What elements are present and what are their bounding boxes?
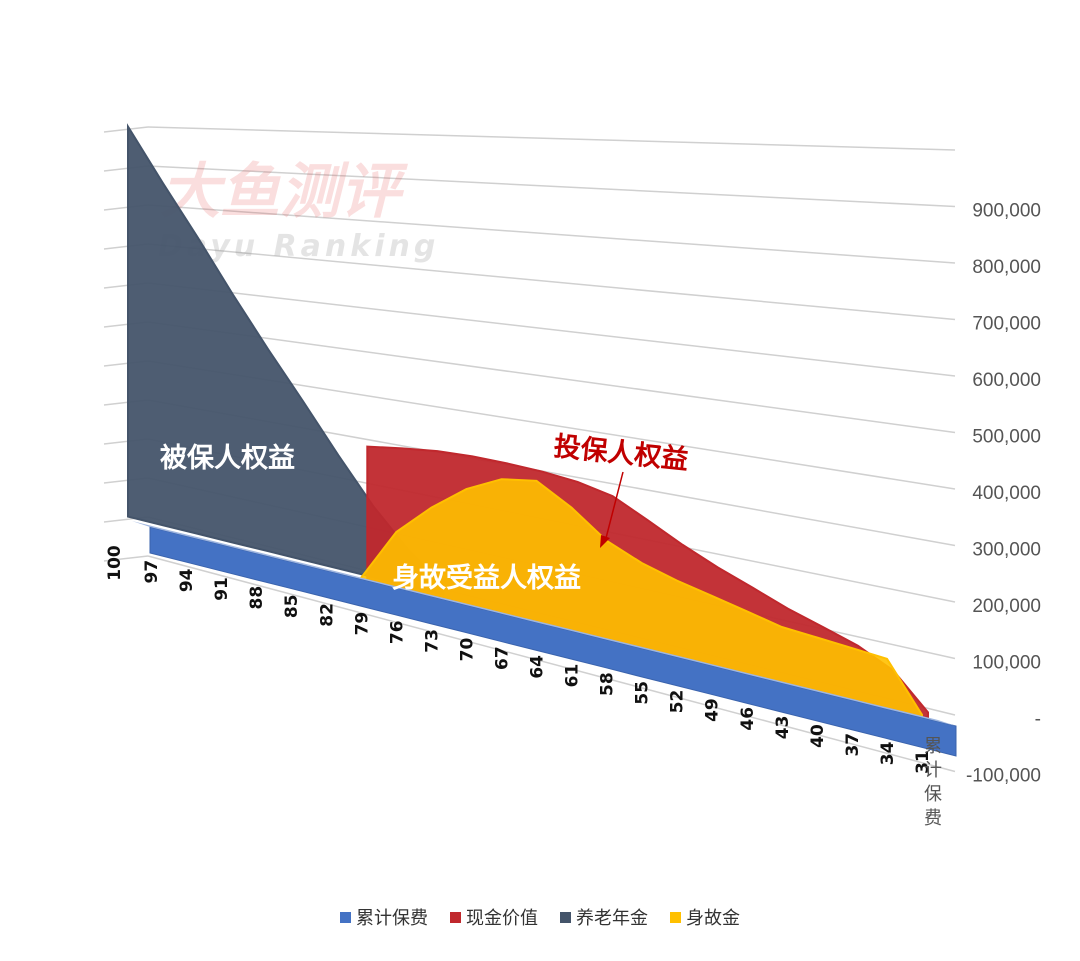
annotation-arrow-head [600, 535, 610, 548]
x-tick-label: 97 [142, 560, 162, 584]
legend-item: 现金价值 [450, 904, 538, 930]
y-tick-label: 200,000 [972, 596, 1041, 617]
x-axis-labels: 100 97 94 91 88 85 82 79 76 73 70 67 64 61 58 55 52 49 46 4… [105, 545, 933, 774]
gridline [103, 126, 149, 133]
legend-item: 养老年金 [560, 904, 648, 930]
y-tick-label: 800,000 [972, 257, 1041, 278]
y-tick-label: - [1035, 709, 1041, 730]
gridline [147, 165, 956, 208]
legend-item: 身故金 [670, 904, 740, 930]
y-tick-label: 100,000 [972, 653, 1041, 674]
depth-axis-label: 累计保费 [924, 736, 942, 829]
depth-axis-label-char: 保 [924, 784, 942, 805]
x-tick-label: 67 [492, 646, 512, 670]
x-tick-label: 70 [457, 638, 477, 662]
x-tick-label: 52 [668, 690, 688, 714]
x-tick-label: 73 [422, 629, 442, 653]
y-tick-label: 500,000 [972, 427, 1041, 448]
x-tick-label: 40 [808, 724, 828, 748]
y-tick-label: -100,000 [966, 766, 1041, 787]
depth-axis-label-char: 费 [924, 808, 942, 829]
depth-axis-label-char: 计 [924, 760, 942, 781]
legend-swatch [560, 911, 571, 923]
x-tick-label: 79 [352, 612, 372, 636]
gridline [147, 204, 956, 264]
x-tick-label: 76 [387, 620, 407, 644]
x-tick-label: 94 [177, 568, 197, 592]
annotation-insured: 被保人权益 [160, 443, 295, 474]
legend-label: 现金价值 [466, 908, 538, 929]
y-tick-label: 900,000 [972, 201, 1041, 222]
x-tick-label: 91 [212, 577, 232, 601]
gridline [147, 555, 956, 773]
gridline [147, 243, 956, 321]
x-tick-label: 31 [913, 750, 933, 774]
depth-axis-label-char: 累 [924, 736, 942, 757]
gridline [103, 555, 149, 562]
legend-label: 身故金 [686, 908, 740, 929]
x-tick-label: 49 [703, 698, 723, 722]
cumulative-premium-floor [132, 521, 957, 757]
legend-item: 累计保费 [340, 904, 428, 930]
x-tick-label: 46 [738, 707, 758, 731]
x-tick-label: 61 [563, 664, 583, 688]
series-areas [127, 123, 929, 722]
legend-swatch [450, 911, 461, 923]
legend-label: 累计保费 [356, 908, 428, 929]
legend: 累计保费 现金价值 养老年金 身故金 [0, 904, 1080, 930]
x-tick-label: 82 [317, 603, 337, 627]
annotation-arrow-line [604, 471, 624, 543]
legend-swatch [340, 911, 351, 923]
y-axis-labels: 900,000 800,000 700,000 600,000 500,000 400,0… [966, 201, 1041, 787]
gridline [147, 282, 956, 377]
y-tick-label: 400,000 [972, 483, 1041, 504]
gridline [147, 126, 956, 151]
x-tick-label: 37 [843, 733, 863, 757]
gridline [147, 321, 956, 434]
annotation-beneficiary: 身故受益人权益 [392, 562, 581, 594]
x-tick-label: 58 [598, 672, 618, 696]
x-tick-label: 100 [105, 545, 125, 581]
legend-label: 养老年金 [576, 908, 648, 929]
legend-swatch [670, 911, 681, 923]
x-tick-label: 43 [773, 716, 793, 740]
watermark: 大鱼测评 Dayu Ranking [158, 157, 435, 264]
x-tick-label: 34 [878, 741, 898, 765]
watermark-cn: 大鱼测评 [160, 157, 408, 227]
x-tick-label: 64 [528, 655, 548, 679]
x-tick-label: 88 [247, 586, 267, 610]
x-tick-label: 85 [282, 594, 302, 618]
annotation-policyholder: 投保人权益 [552, 431, 690, 476]
y-tick-label: 700,000 [972, 314, 1041, 335]
premium-floor-top [132, 521, 956, 726]
y-tick-label: 600,000 [972, 370, 1041, 391]
x-tick-label: 55 [633, 681, 653, 705]
y-tick-label: 300,000 [972, 540, 1041, 561]
